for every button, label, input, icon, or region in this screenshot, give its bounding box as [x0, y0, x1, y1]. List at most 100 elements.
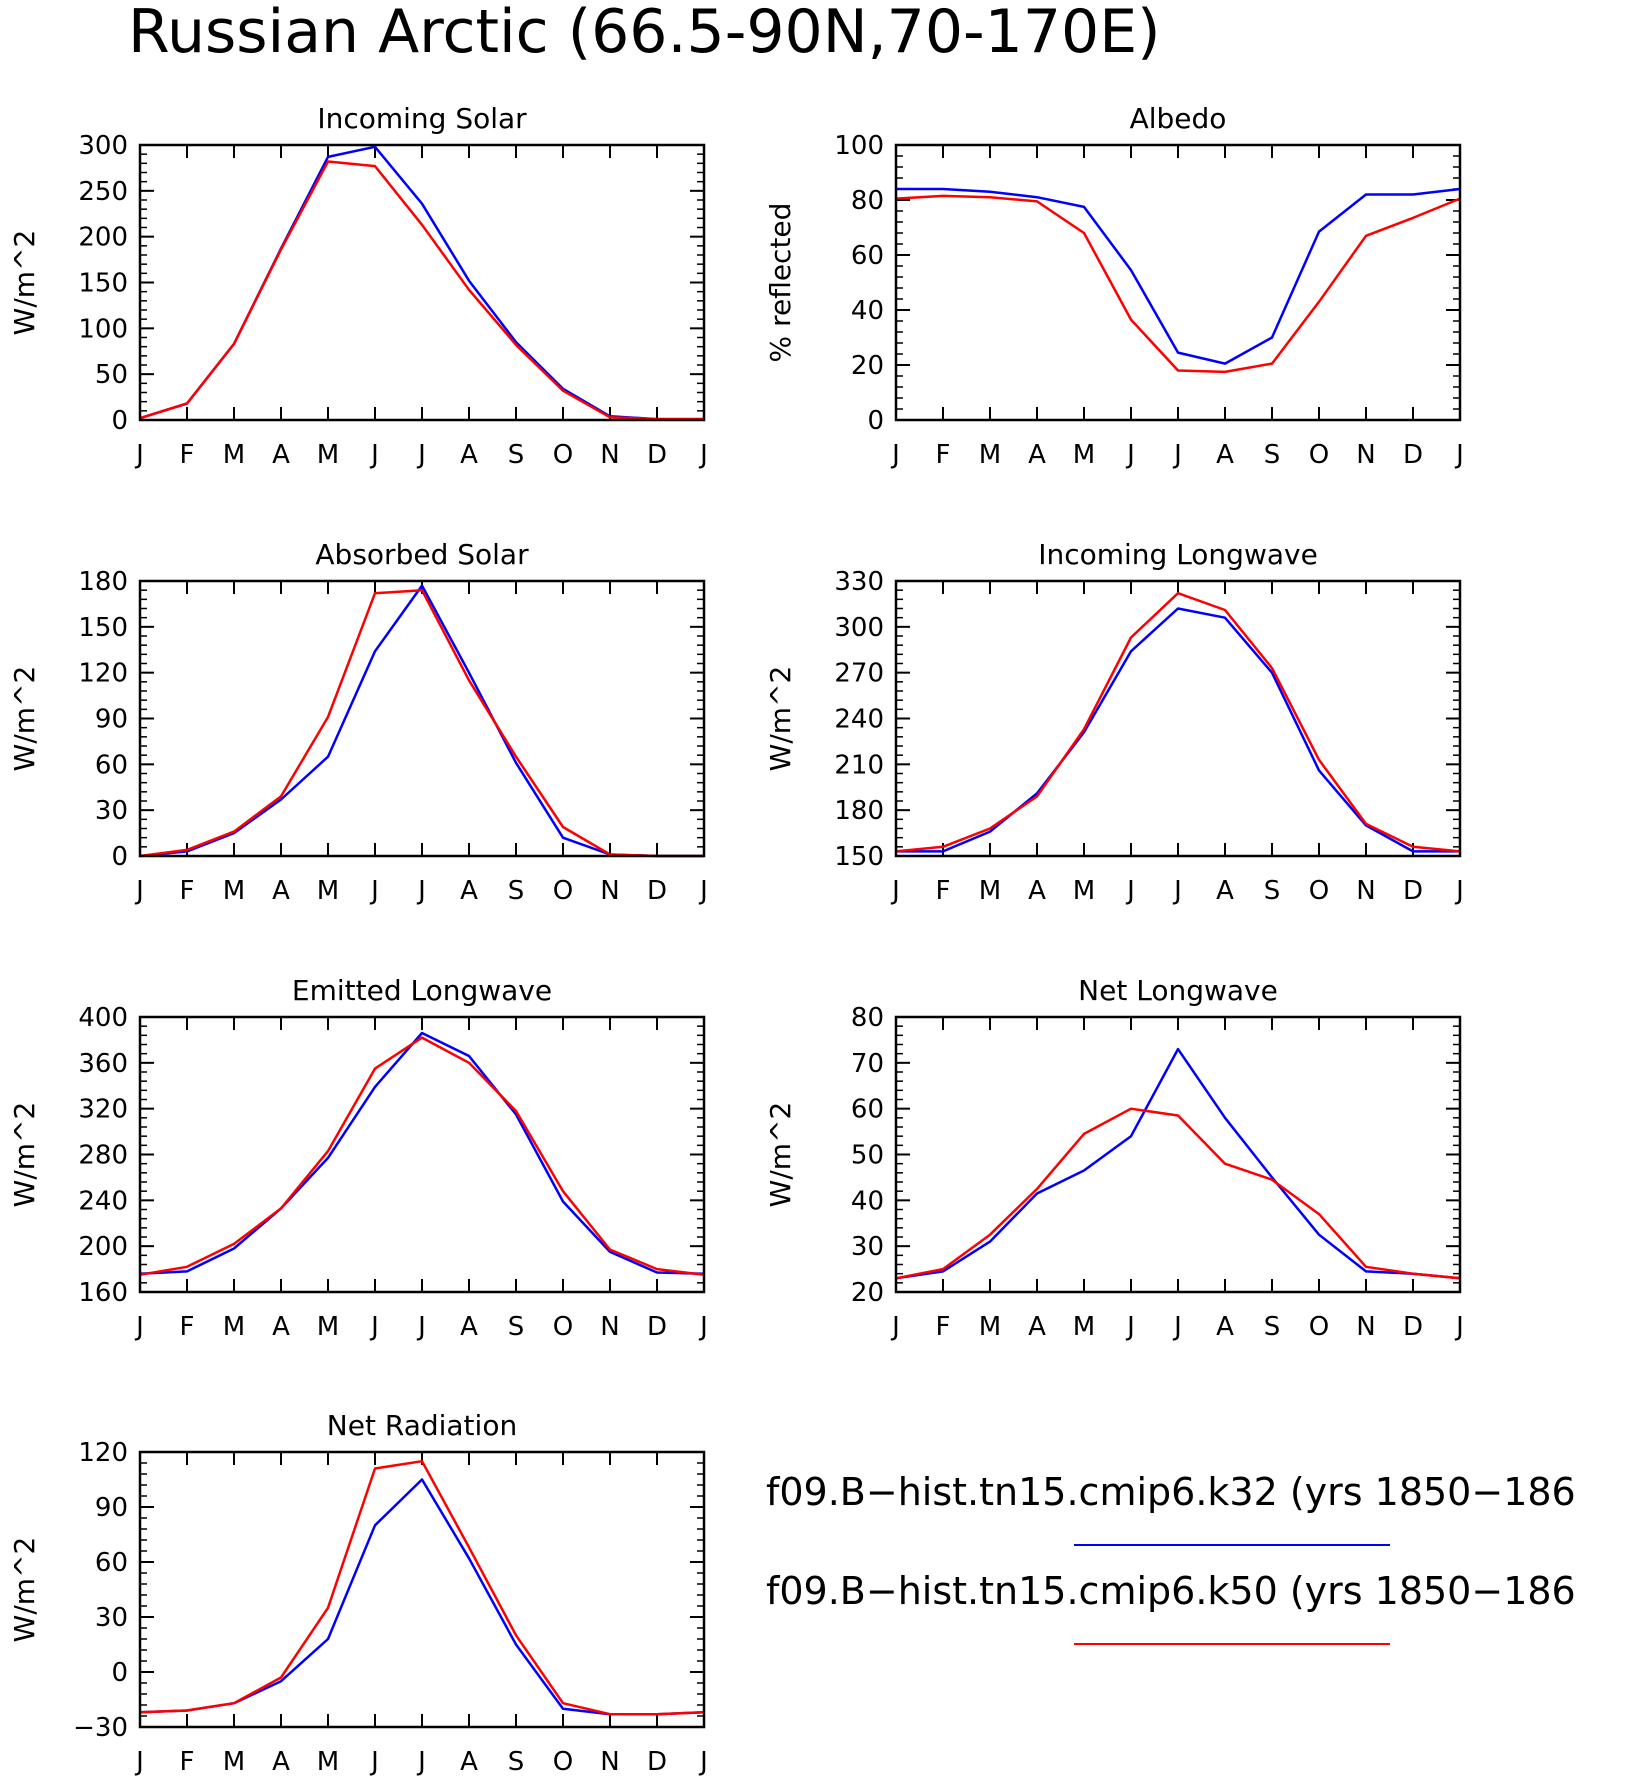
- x-tick-label: D: [647, 440, 667, 470]
- x-tick-label: S: [1264, 876, 1281, 906]
- series-line-k50: [139, 1459, 705, 1716]
- x-tick-label: D: [647, 1747, 667, 1777]
- panel-title: Net Longwave: [1078, 974, 1278, 1007]
- x-tick-label: J: [890, 876, 900, 906]
- x-tick-label: D: [1403, 876, 1423, 906]
- x-tick-label: A: [1028, 440, 1046, 470]
- y-tick-label: 20: [851, 351, 884, 381]
- x-tick-label: D: [647, 1312, 667, 1342]
- series-line-k32: [139, 1031, 705, 1275]
- y-tick-label: 60: [851, 241, 884, 271]
- series-line-k50: [895, 591, 1461, 853]
- x-tick-label: N: [600, 1312, 619, 1342]
- y-tick-label: 250: [78, 177, 128, 207]
- x-tick-label: J: [369, 1747, 379, 1777]
- y-tick-label: 60: [95, 1548, 128, 1578]
- x-tick-label: J: [1125, 876, 1135, 906]
- x-tick-label: J: [416, 1312, 426, 1342]
- y-tick-label: 120: [78, 659, 128, 689]
- y-tick-label: 80: [851, 1003, 884, 1033]
- plot-frame: [138, 1015, 706, 1294]
- x-tick-label: J: [134, 1747, 144, 1777]
- series-line-k32: [139, 584, 704, 858]
- x-tick-label: O: [1309, 1312, 1329, 1342]
- x-tick-label: J: [369, 440, 379, 470]
- x-tick-label: S: [508, 1312, 525, 1342]
- y-tick-label: 400: [78, 1003, 128, 1033]
- y-axis-label: W/m^2: [8, 666, 41, 772]
- y-tick-label: 0: [111, 406, 128, 436]
- series-line-k32: [895, 1047, 1461, 1280]
- x-tick-label: J: [416, 440, 426, 470]
- x-tick-label: S: [508, 440, 525, 470]
- x-tick-label: M: [1073, 876, 1095, 906]
- x-tick-label: M: [979, 1312, 1001, 1342]
- x-tick-label: J: [134, 440, 144, 470]
- y-tick-label: 30: [95, 796, 128, 826]
- y-tick-label: 150: [78, 269, 128, 299]
- legend-label-k50: f09.B−hist.tn15.cmip6.k50 (yrs 1850−186: [766, 1569, 1576, 1613]
- x-tick-label: M: [223, 876, 245, 906]
- x-tick-label: O: [1309, 440, 1329, 470]
- x-tick-label: A: [1216, 876, 1234, 906]
- x-tick-label: J: [890, 440, 900, 470]
- x-tick-label: A: [460, 1312, 478, 1342]
- y-axis-label: % reflected: [764, 203, 797, 363]
- x-tick-label: A: [272, 876, 290, 906]
- x-tick-label: J: [1125, 440, 1135, 470]
- series-line-k50: [139, 160, 704, 421]
- x-tick-label: J: [1172, 440, 1182, 470]
- y-tick-label: 60: [95, 750, 128, 780]
- x-tick-label: D: [1403, 1312, 1423, 1342]
- y-tick-label: 330: [834, 567, 884, 597]
- y-tick-label: 90: [95, 705, 128, 735]
- plot-frame: [138, 143, 706, 422]
- y-tick-label: 150: [834, 842, 884, 872]
- y-tick-label: 50: [95, 360, 128, 390]
- x-tick-label: J: [1454, 440, 1464, 470]
- y-tick-label: 300: [78, 131, 128, 161]
- y-tick-label: 210: [834, 750, 884, 780]
- x-tick-label: S: [1264, 1312, 1281, 1342]
- series-line-k50: [895, 1107, 1461, 1280]
- series-line-k50: [139, 1036, 705, 1277]
- y-tick-label: 100: [834, 131, 884, 161]
- x-tick-label: M: [223, 1312, 245, 1342]
- x-tick-label: J: [369, 876, 379, 906]
- x-tick-label: S: [508, 876, 525, 906]
- x-tick-label: F: [936, 1312, 951, 1342]
- y-axis-label: W/m^2: [8, 230, 41, 336]
- y-tick-label: −30: [73, 1713, 128, 1743]
- y-tick-label: 30: [95, 1603, 128, 1633]
- series-line-k32: [139, 145, 704, 421]
- x-tick-label: A: [272, 440, 290, 470]
- x-tick-label: M: [1073, 440, 1095, 470]
- plot-frame: [138, 1450, 706, 1729]
- x-tick-label: J: [1454, 1312, 1464, 1342]
- x-tick-label: N: [600, 1747, 619, 1777]
- x-tick-label: F: [936, 440, 951, 470]
- x-tick-label: O: [1309, 876, 1329, 906]
- series-line-k50: [139, 588, 704, 858]
- y-tick-label: 200: [78, 223, 128, 253]
- y-tick-label: 0: [111, 1658, 128, 1688]
- y-tick-label: 100: [78, 314, 128, 344]
- x-tick-label: J: [1454, 876, 1464, 906]
- y-tick-label: 0: [111, 842, 128, 872]
- y-tick-label: 160: [78, 1278, 128, 1308]
- x-tick-label: S: [1264, 440, 1281, 470]
- y-tick-label: 270: [834, 659, 884, 689]
- x-tick-label: N: [600, 440, 619, 470]
- x-tick-label: J: [890, 1312, 900, 1342]
- x-tick-label: A: [460, 876, 478, 906]
- y-tick-label: 240: [78, 1186, 128, 1216]
- y-tick-label: 180: [834, 796, 884, 826]
- series-line-k32: [896, 187, 1461, 365]
